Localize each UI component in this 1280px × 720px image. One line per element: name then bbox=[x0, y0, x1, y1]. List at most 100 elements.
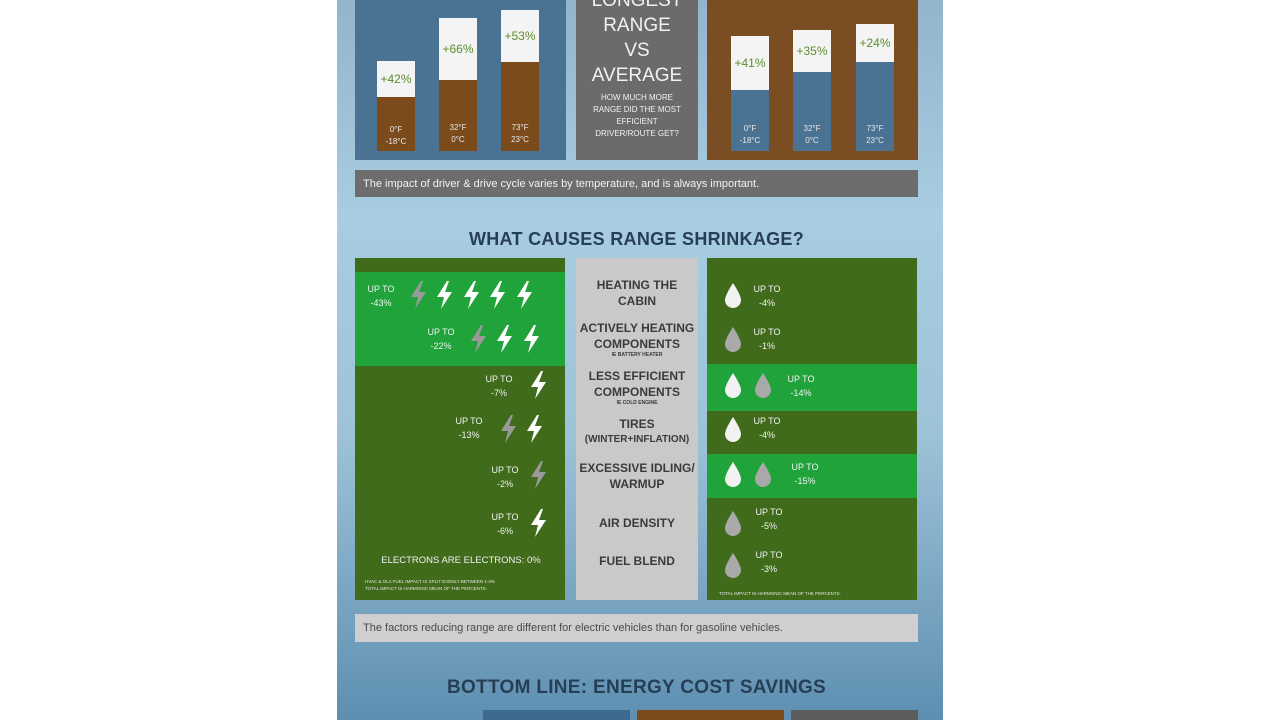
bolt-icon bbox=[497, 325, 513, 353]
center-sub-line: RANGE DID THE MOST bbox=[593, 105, 681, 114]
drop-icon bbox=[725, 373, 741, 398]
ev-bar-label: +66% bbox=[439, 18, 477, 80]
ev-bar: 32°F 0°C bbox=[439, 80, 477, 151]
temp-f: 32°F bbox=[449, 123, 467, 132]
bolt-icons bbox=[527, 508, 549, 543]
drop-icons bbox=[723, 510, 743, 543]
drop-icon bbox=[725, 511, 741, 536]
factor-labels-column: HEATING THE CABIN ACTIVELY HEATING COMPONE… bbox=[576, 258, 698, 600]
ice-impact: UP TO -4% bbox=[753, 416, 781, 440]
bolt-icons bbox=[407, 280, 535, 315]
bolt-icon bbox=[531, 371, 546, 399]
ev-impact: UP TO -6% bbox=[491, 512, 519, 536]
ice-bar-label: +41% bbox=[731, 36, 769, 90]
bolt-icon bbox=[463, 281, 479, 309]
temp-c: 0°C bbox=[451, 135, 465, 144]
bolt-icons bbox=[527, 370, 549, 405]
temp-c: -18°C bbox=[739, 136, 761, 145]
ev-bar: 73°F 23°C bbox=[501, 62, 539, 151]
ice-bar-label: +24% bbox=[856, 24, 894, 62]
shrinkage-title: WHAT CAUSES RANGE SHRINKAGE? bbox=[468, 229, 805, 249]
ev-bar: 0°F -18°C bbox=[377, 97, 415, 151]
bottom-line-title: BOTTOM LINE: ENERGY COST SAVINGS bbox=[446, 677, 827, 698]
factor-label: FUEL BLEND bbox=[599, 554, 675, 568]
ev-highlight bbox=[355, 272, 565, 366]
ev-impact: UP TO -13% bbox=[455, 416, 483, 440]
ice-highlight bbox=[707, 364, 917, 411]
center-sub-line: DRIVER/ROUTE GET? bbox=[595, 129, 679, 138]
center-sub-line: HOW MUCH MORE bbox=[601, 93, 673, 102]
ice-factors-column: UP TO -4% UP TO -1% UP TO -14% UP TO -4% UP … bbox=[707, 258, 917, 600]
driver-impact-note: The impact of driver & drive cycle varie… bbox=[355, 170, 918, 197]
bolt-icon bbox=[490, 281, 506, 309]
temp-c: 23°C bbox=[511, 135, 529, 144]
temp-c: -18°C bbox=[385, 137, 407, 146]
ice-impact: UP TO -3% bbox=[755, 550, 783, 574]
ev-factors-column: UP TO -43% UP TO -22% UP TO -7% UP TO -13% bbox=[355, 258, 565, 600]
ev-bar-label: +53% bbox=[501, 10, 539, 62]
infographic-panel: +42% 0°F -18°C +66% 32°F 0°C +53% 73°F 2… bbox=[337, 0, 943, 720]
bottom-tab bbox=[791, 710, 918, 720]
drop-icons bbox=[723, 552, 743, 585]
ice-bar: 0°F -18°C bbox=[731, 90, 769, 151]
bolt-icons bbox=[467, 324, 542, 359]
bolt-icon bbox=[516, 281, 532, 309]
drop-icons bbox=[723, 326, 743, 359]
ice-footnote: TOTAL IMPACT IS HARMONIC MEAN OF THE PER… bbox=[719, 591, 841, 596]
drop-icon bbox=[725, 553, 741, 578]
ice-impact: UP TO -14% bbox=[787, 374, 815, 398]
ice-impact: UP TO -4% bbox=[753, 284, 781, 308]
factor-label: TIRES (WINTER+INFLATION) bbox=[584, 417, 690, 445]
temp-f: 73°F bbox=[511, 123, 529, 132]
temp-c: 0°C bbox=[805, 136, 819, 145]
bolt-icon bbox=[437, 281, 453, 309]
drop-icons bbox=[723, 372, 773, 405]
bottom-tab bbox=[637, 710, 784, 720]
bolt-icon bbox=[523, 325, 539, 353]
temp-f: 0°F bbox=[743, 124, 757, 133]
drop-icon bbox=[725, 327, 741, 352]
bolt-icons bbox=[497, 414, 545, 449]
bolt-icon bbox=[531, 509, 546, 537]
center-title-line: RANGE bbox=[603, 15, 671, 36]
ev-impact: UP TO -43% bbox=[367, 284, 395, 308]
ice-impact: UP TO -15% bbox=[791, 462, 819, 486]
bolt-icon bbox=[527, 415, 543, 443]
factor-label: LESS EFFICIENT COMPONENTS IE COLD ENGINE bbox=[588, 369, 686, 406]
ice-bar: 73°F 23°C bbox=[856, 62, 894, 151]
drop-icons bbox=[723, 282, 743, 315]
center-title-line: VS bbox=[624, 40, 650, 61]
drop-icon bbox=[725, 417, 741, 442]
ev-impact: UP TO -22% bbox=[427, 327, 455, 351]
electrons-note: ELECTRONS ARE ELECTRONS: 0% bbox=[381, 555, 541, 566]
ice-impact: UP TO -5% bbox=[755, 507, 783, 531]
drop-icon bbox=[755, 373, 772, 398]
ev-range-box: +42% 0°F -18°C +66% 32°F 0°C +53% 73°F 2… bbox=[355, 0, 566, 160]
temp-f: 73°F bbox=[866, 124, 884, 133]
ev-footnote: HVAC & OLA FUEL IMPACT IS SPLIT EVENLY B… bbox=[365, 579, 495, 591]
factor-label: HEATING THE CABIN bbox=[596, 278, 678, 308]
factor-label: EXCESSIVE IDLING/WARMUP bbox=[579, 461, 695, 491]
bottom-tab bbox=[483, 710, 630, 720]
ice-bar-label: +35% bbox=[793, 30, 831, 72]
factor-label: AIR DENSITY bbox=[598, 516, 675, 530]
drop-icon bbox=[755, 462, 772, 487]
ice-impact: UP TO -1% bbox=[753, 327, 781, 351]
temp-f: 0°F bbox=[389, 125, 403, 134]
drop-icons bbox=[723, 461, 773, 494]
temp-f: 32°F bbox=[803, 124, 821, 133]
bolt-icons bbox=[527, 460, 549, 495]
drop-icon bbox=[725, 462, 741, 487]
ev-impact: UP TO -2% bbox=[491, 465, 519, 489]
longest-range-box: LONGEST RANGE VS AVERAGE HOW MUCH MORE R… bbox=[576, 0, 698, 160]
bolt-icon bbox=[531, 461, 546, 489]
drop-icon bbox=[725, 283, 741, 308]
temp-c: 23°C bbox=[866, 136, 884, 145]
factor-label: ACTIVELY HEATING COMPONENTS IE BATTERY HE… bbox=[579, 321, 695, 358]
drop-icons bbox=[723, 416, 743, 449]
ice-bar: 32°F 0°C bbox=[793, 72, 831, 151]
ice-range-box: +41% 0°F -18°C +35% 32°F 0°C +24% 73°F 2… bbox=[707, 0, 918, 160]
ev-bar-label: +42% bbox=[377, 61, 415, 97]
factors-note: The factors reducing range are different… bbox=[355, 614, 918, 642]
bolt-icon bbox=[411, 281, 426, 309]
